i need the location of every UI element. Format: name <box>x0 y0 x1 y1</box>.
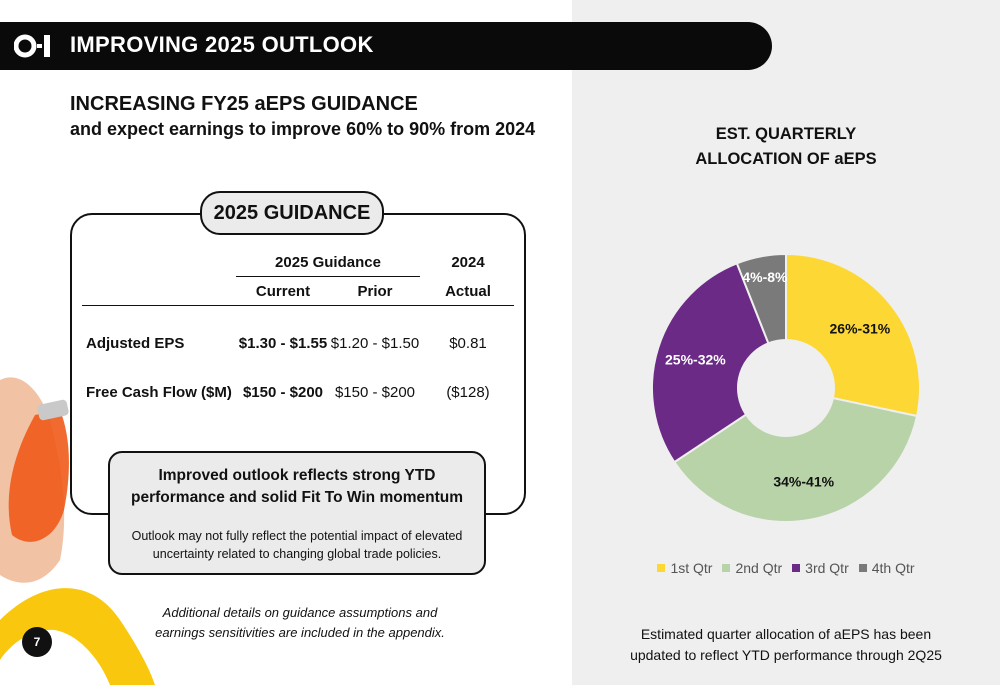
bottle-cap <box>37 399 69 421</box>
callout-body-line1: Outlook may not fully reflect the potent… <box>131 529 463 543</box>
cell-adjusted-eps-actual: $0.81 <box>449 335 487 352</box>
cell-free-cash-flow-prior: $150 - $200 <box>334 384 416 401</box>
legend-swatch-3 <box>792 564 801 572</box>
group-header-rule <box>236 276 420 277</box>
column-header-current: Current <box>255 283 311 300</box>
headline-primary: INCREASING FY25 aEPS GUIDANCE <box>70 93 418 115</box>
yellow-swoosh <box>0 588 155 685</box>
donut-label-3: 25%-32% <box>665 351 726 367</box>
legend-item-3: 3rd Qtr <box>792 560 849 576</box>
callout-title: Improved outlook reflects strong YTD per… <box>110 465 484 509</box>
table-group-header: 2025 Guidance <box>275 254 381 271</box>
chart-title-line1: EST. QUARTERLY <box>715 125 857 143</box>
column-header-actual: Actual <box>445 283 491 300</box>
appendix-footnote: Additional details on guidance assumptio… <box>150 603 450 643</box>
donut-label-4: 4%-8% <box>742 269 788 285</box>
column-header-prior: Prior <box>357 283 393 300</box>
chart-footnote-line2: updated to reflect YTD performance throu… <box>630 647 942 663</box>
outlook-callout: Improved outlook reflects strong YTD per… <box>108 451 486 575</box>
callout-title-line2: performance and solid Fit To Win momentu… <box>131 489 463 506</box>
legend-label-4: 4th Qtr <box>871 560 915 576</box>
appendix-footnote-line1: Additional details on guidance assumptio… <box>162 605 438 620</box>
chart-panel-background <box>572 0 1000 685</box>
legend-label-2: 2nd Qtr <box>735 560 783 576</box>
row-label-adjusted-eps: Adjusted EPS <box>86 335 185 352</box>
page-number: 7 <box>22 627 52 657</box>
cell-adjusted-eps-current: $1.30 - $1.55 <box>238 335 328 352</box>
donut-chart: 26%-31% 34%-41% 25%-32% 4%-8% <box>651 252 921 523</box>
legend-label-3: 3rd Qtr <box>805 560 849 576</box>
chart-title-line2: ALLOCATION OF aEPS <box>695 150 877 168</box>
legend-swatch-4 <box>858 564 867 572</box>
bottle-shape <box>8 410 69 542</box>
decorative-illustration <box>0 377 155 685</box>
donut-label-2: 34%-41% <box>773 473 834 489</box>
cell-free-cash-flow-current: $150 - $200 <box>242 384 324 401</box>
cell-adjusted-eps-prior: $1.20 - $1.50 <box>330 335 420 352</box>
donut-label-1: 26%-31% <box>830 320 891 336</box>
callout-body-line2: uncertainty related to changing global t… <box>152 547 442 561</box>
legend-item-1: 1st Qtr <box>657 560 712 576</box>
callout-title-line1: Improved outlook reflects strong YTD <box>158 467 436 484</box>
headline-secondary: and expect earnings to improve 60% to 90… <box>70 119 536 139</box>
callout-body: Outlook may not fully reflect the potent… <box>110 527 484 563</box>
legend-item-2: 2nd Qtr <box>722 560 782 576</box>
cell-free-cash-flow-actual: ($128) <box>446 384 490 401</box>
chart-footnote-line1: Estimated quarter allocation of aEPS has… <box>640 626 932 642</box>
chart-legend: 1st Qtr 2nd Qtr 3rd Qtr 4th Qtr <box>572 560 1000 576</box>
donut-slice-1 <box>785 252 921 418</box>
legend-swatch-1 <box>657 564 666 572</box>
chart-title: EST. QUARTERLY ALLOCATION OF aEPS <box>572 122 1000 172</box>
row-label-free-cash-flow: Free Cash Flow ($M) <box>86 384 232 401</box>
page-title: IMPROVING 2025 OUTLOOK <box>70 32 374 57</box>
guidance-badge: 2025 GUIDANCE <box>200 191 384 235</box>
donut-slice-4 <box>735 252 787 345</box>
legend-swatch-2 <box>722 564 731 572</box>
appendix-footnote-line2: earnings sensitivities are included in t… <box>155 625 445 640</box>
chart-footnote: Estimated quarter allocation of aEPS has… <box>572 624 1000 666</box>
o-i-logo-icon <box>14 34 50 58</box>
donut-slice-2 <box>672 396 919 523</box>
title-banner: IMPROVING 2025 OUTLOOK <box>0 22 772 70</box>
table-year-header: 2024 <box>451 254 485 271</box>
donut-slice-3 <box>651 262 770 464</box>
legend-item-4: 4th Qtr <box>858 560 915 576</box>
legend-label-1: 1st Qtr <box>670 560 713 576</box>
table-header-rule <box>82 305 514 306</box>
